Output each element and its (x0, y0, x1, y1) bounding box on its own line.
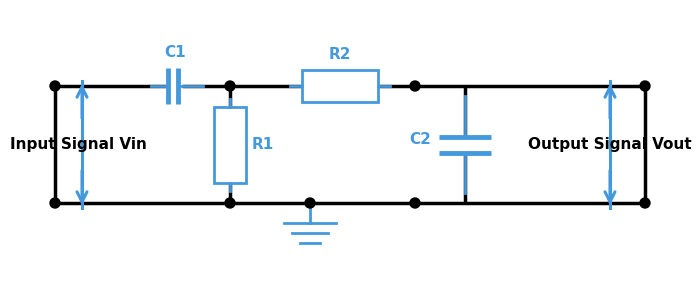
Circle shape (410, 81, 420, 91)
Circle shape (305, 198, 315, 208)
Bar (214, 106, 246, 182)
Text: Input Signal Vin: Input Signal Vin (10, 137, 147, 151)
Text: C1: C1 (164, 45, 186, 60)
Text: Output Signal Vout: Output Signal Vout (528, 137, 692, 151)
Circle shape (225, 198, 235, 208)
Circle shape (640, 81, 650, 91)
Circle shape (225, 81, 235, 91)
Circle shape (50, 81, 60, 91)
Text: R2: R2 (329, 47, 351, 62)
Circle shape (640, 198, 650, 208)
Circle shape (50, 198, 60, 208)
Circle shape (410, 198, 420, 208)
Text: R1: R1 (252, 137, 274, 152)
Bar (302, 70, 378, 102)
Text: C2: C2 (409, 132, 431, 147)
